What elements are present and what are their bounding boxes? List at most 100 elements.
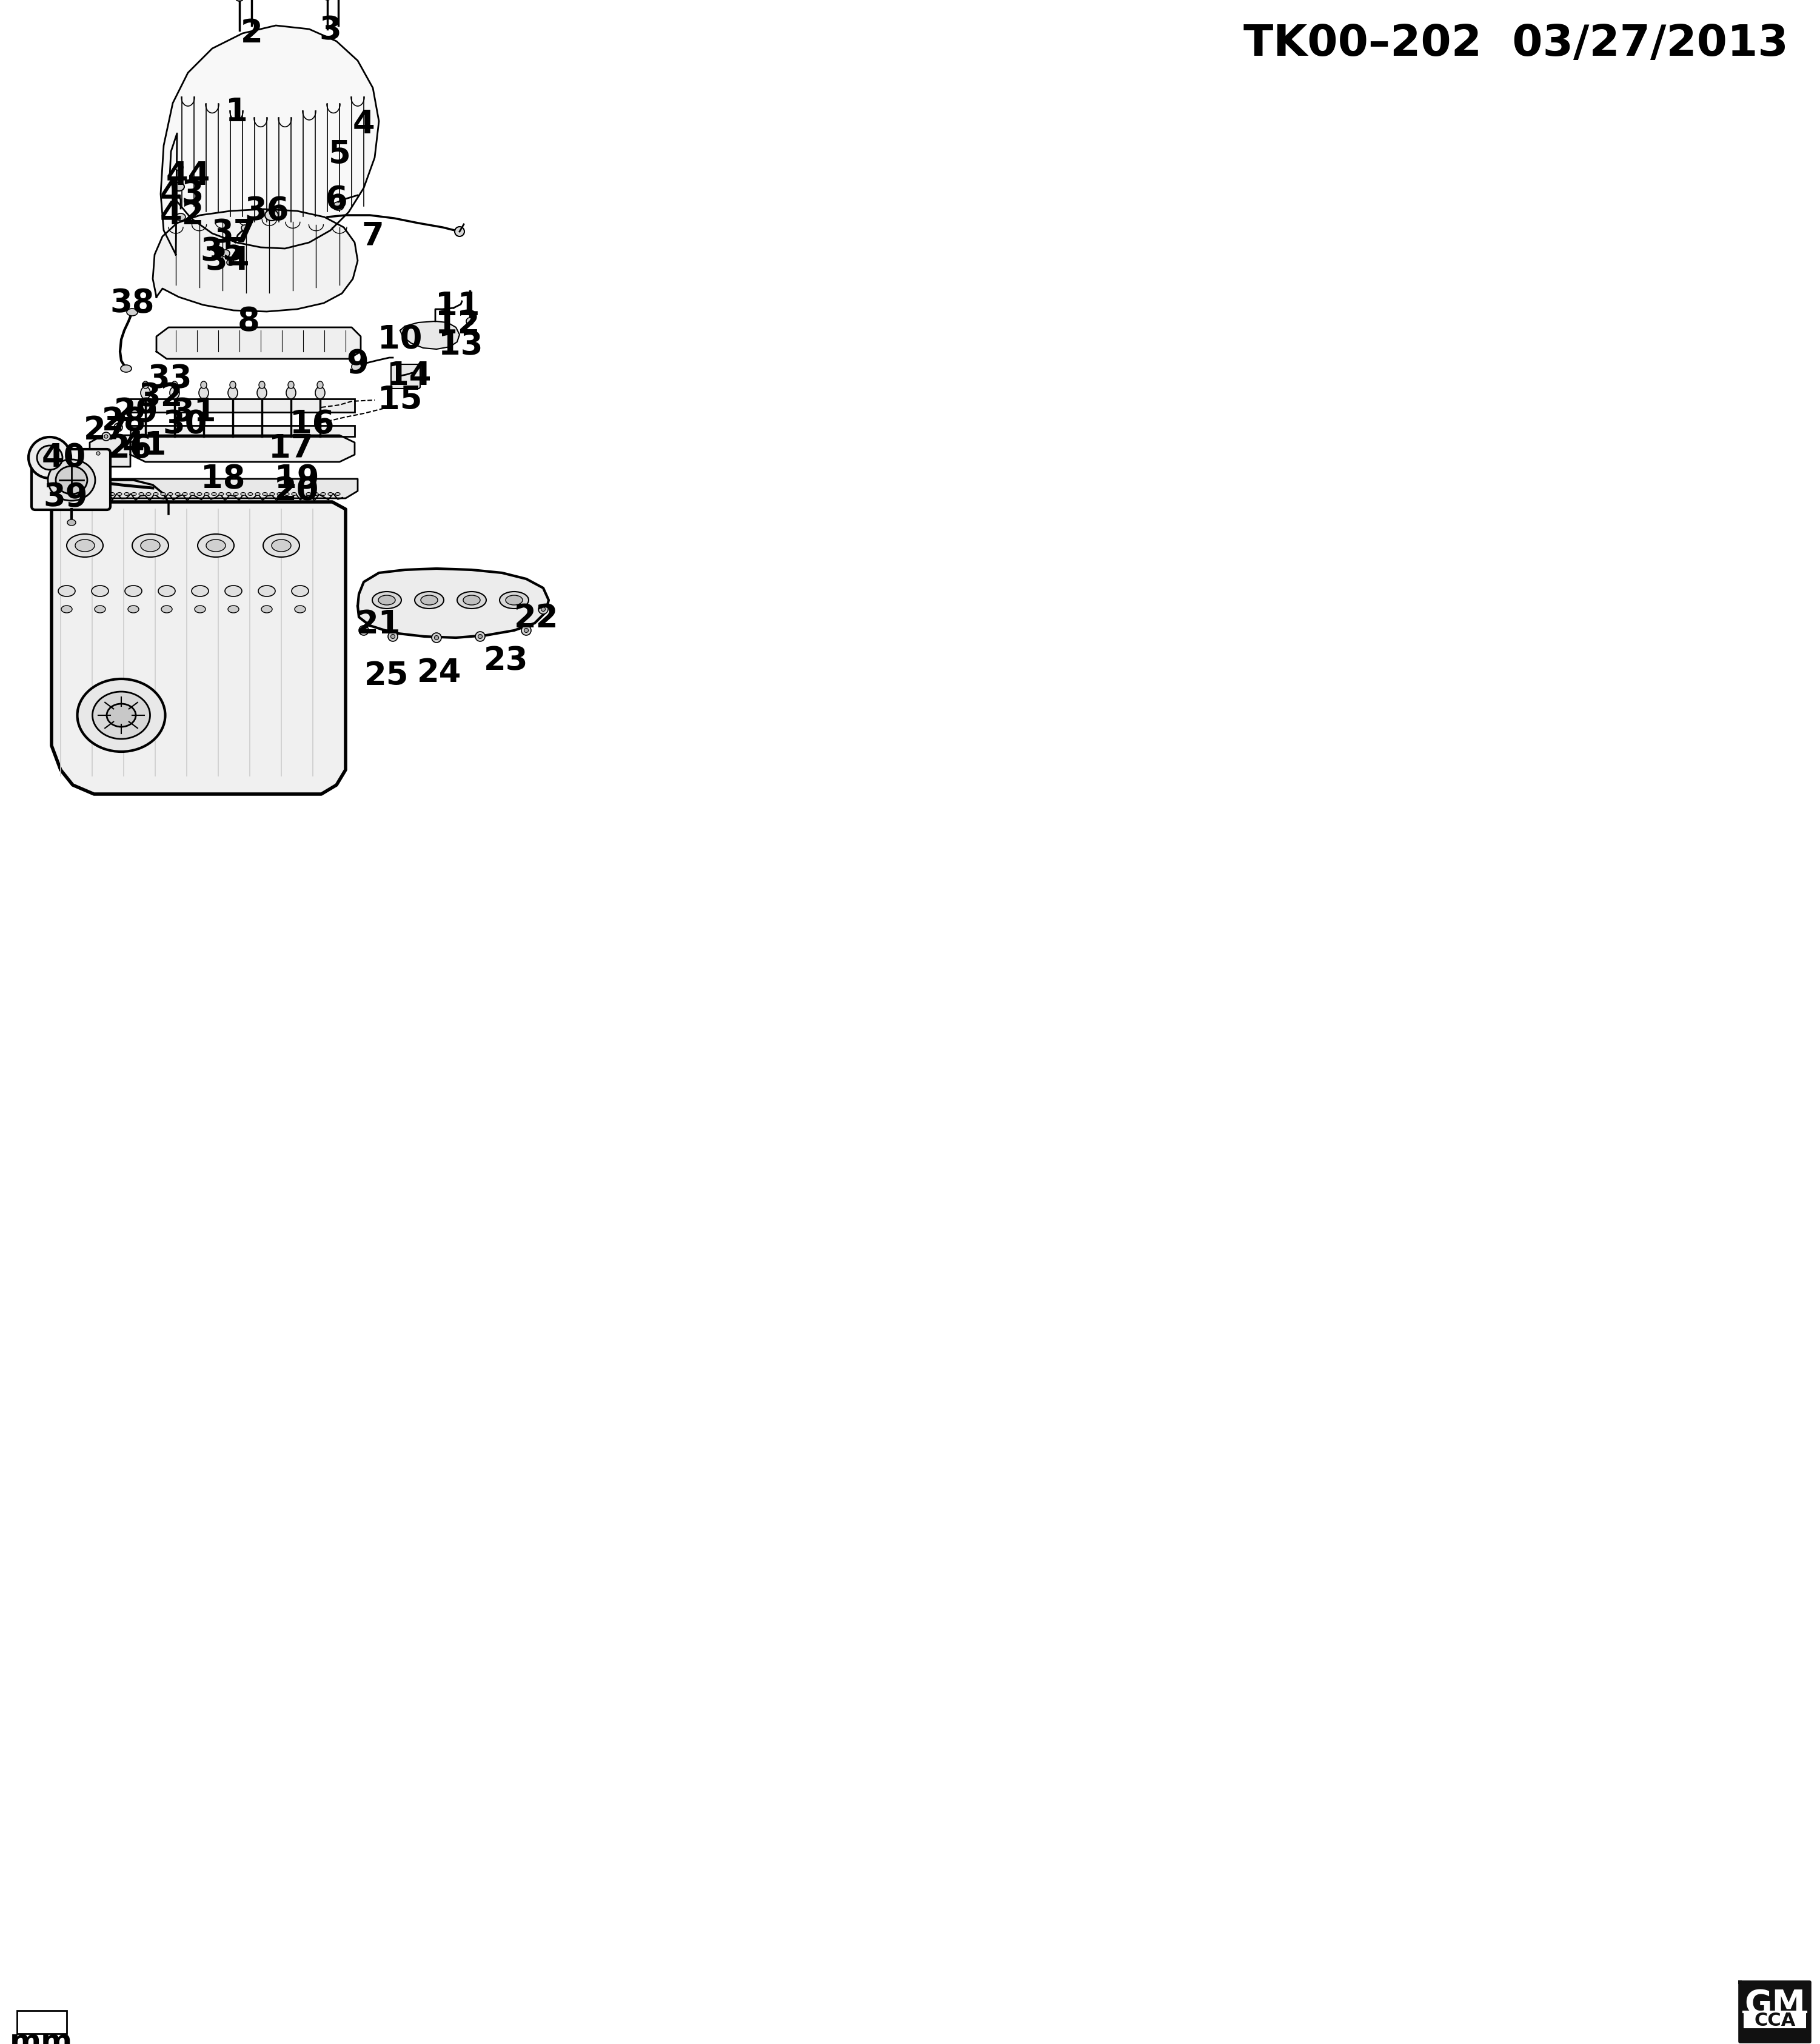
Text: 7: 7	[362, 221, 384, 251]
Ellipse shape	[306, 493, 311, 495]
Ellipse shape	[115, 423, 122, 431]
Ellipse shape	[218, 493, 224, 495]
Ellipse shape	[146, 493, 151, 495]
Text: 36: 36	[244, 194, 289, 227]
Ellipse shape	[58, 585, 75, 597]
Text: 6: 6	[326, 184, 348, 217]
Bar	[131, 425, 355, 437]
Ellipse shape	[248, 493, 253, 495]
Ellipse shape	[298, 493, 304, 495]
Text: 2: 2	[240, 18, 262, 49]
Ellipse shape	[455, 227, 464, 237]
Polygon shape	[89, 435, 131, 466]
Ellipse shape	[116, 493, 122, 495]
Text: 14: 14	[388, 360, 431, 392]
Text: 39: 39	[44, 480, 87, 513]
Polygon shape	[157, 327, 360, 360]
Ellipse shape	[138, 493, 144, 495]
Text: 28: 28	[102, 405, 147, 437]
Ellipse shape	[539, 605, 548, 613]
Ellipse shape	[177, 213, 186, 221]
Ellipse shape	[204, 493, 209, 495]
FancyBboxPatch shape	[391, 364, 420, 388]
Polygon shape	[359, 568, 548, 638]
Text: 13: 13	[439, 329, 482, 362]
Text: 10: 10	[379, 323, 422, 356]
Ellipse shape	[127, 605, 138, 613]
Ellipse shape	[359, 625, 369, 636]
Text: 42: 42	[160, 200, 204, 231]
Ellipse shape	[47, 460, 95, 501]
Ellipse shape	[91, 585, 109, 597]
Ellipse shape	[182, 493, 187, 495]
Ellipse shape	[288, 382, 295, 388]
Ellipse shape	[362, 628, 366, 632]
Text: 15: 15	[379, 384, 422, 415]
Ellipse shape	[67, 519, 76, 525]
Ellipse shape	[226, 493, 231, 495]
Ellipse shape	[524, 628, 528, 632]
Ellipse shape	[198, 533, 235, 558]
Bar	[16, 2011, 67, 2034]
Text: 33: 33	[147, 364, 193, 394]
Polygon shape	[51, 503, 346, 793]
Ellipse shape	[222, 249, 229, 258]
Ellipse shape	[420, 595, 439, 605]
Ellipse shape	[127, 309, 138, 317]
Ellipse shape	[313, 493, 318, 495]
Ellipse shape	[228, 605, 238, 613]
Ellipse shape	[258, 585, 275, 597]
Ellipse shape	[107, 703, 137, 728]
Ellipse shape	[104, 435, 107, 437]
Ellipse shape	[211, 493, 217, 495]
Ellipse shape	[240, 493, 246, 495]
Ellipse shape	[262, 493, 268, 495]
Ellipse shape	[415, 591, 444, 609]
Text: 41: 41	[122, 429, 167, 462]
Ellipse shape	[317, 382, 324, 388]
Ellipse shape	[379, 595, 395, 605]
Ellipse shape	[109, 493, 115, 495]
Ellipse shape	[258, 382, 266, 388]
Text: 43: 43	[160, 178, 204, 211]
Ellipse shape	[269, 493, 275, 495]
Ellipse shape	[228, 260, 235, 266]
Ellipse shape	[333, 202, 344, 211]
Ellipse shape	[175, 493, 180, 495]
Ellipse shape	[457, 591, 486, 609]
Ellipse shape	[62, 605, 73, 613]
Ellipse shape	[226, 585, 242, 597]
Ellipse shape	[75, 540, 95, 552]
Text: 5: 5	[328, 139, 351, 170]
Polygon shape	[160, 25, 379, 256]
Text: 11: 11	[435, 290, 480, 321]
Ellipse shape	[284, 493, 289, 495]
Ellipse shape	[291, 493, 297, 495]
Text: 27: 27	[84, 415, 129, 446]
Ellipse shape	[291, 585, 309, 597]
Text: 17: 17	[269, 433, 313, 464]
Ellipse shape	[479, 634, 482, 638]
Ellipse shape	[388, 632, 399, 642]
Text: 29: 29	[115, 397, 158, 427]
Bar	[1744, 2013, 1805, 2028]
Text: 4: 4	[353, 108, 375, 141]
Ellipse shape	[158, 585, 175, 597]
Ellipse shape	[351, 362, 362, 372]
Ellipse shape	[506, 595, 522, 605]
Ellipse shape	[541, 607, 546, 611]
Ellipse shape	[295, 605, 306, 613]
Ellipse shape	[315, 386, 326, 399]
Text: 26: 26	[107, 433, 153, 464]
Text: 23: 23	[484, 646, 528, 677]
Ellipse shape	[475, 632, 484, 642]
Bar	[1740, 1983, 1809, 2042]
Ellipse shape	[229, 382, 237, 388]
Ellipse shape	[140, 386, 151, 399]
Ellipse shape	[133, 533, 169, 558]
Ellipse shape	[233, 493, 238, 495]
Ellipse shape	[175, 164, 184, 170]
Ellipse shape	[431, 634, 442, 642]
Text: 37: 37	[211, 217, 255, 249]
Polygon shape	[100, 478, 359, 499]
